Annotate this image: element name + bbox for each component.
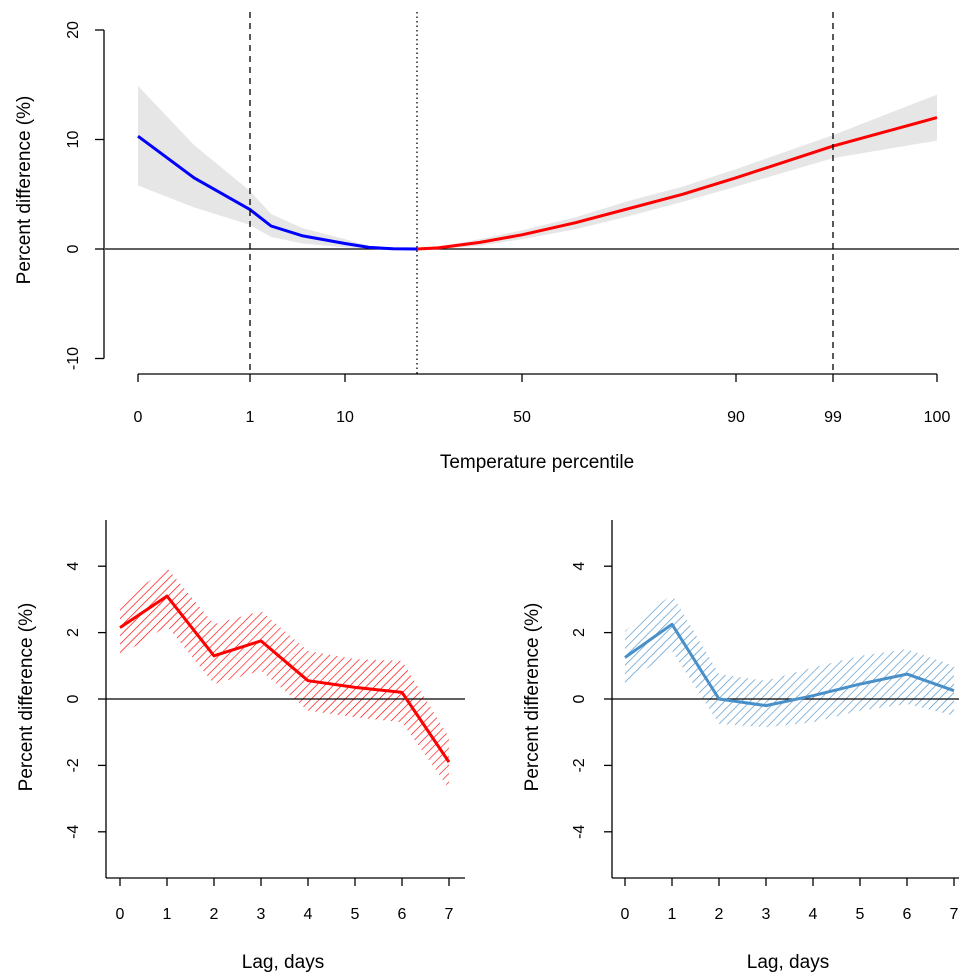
y-tick-label: -4	[571, 825, 588, 839]
y-tick-label: 10	[65, 131, 82, 149]
y-axis-title: Percent difference (%)	[16, 603, 37, 792]
lag-curve	[624, 622, 955, 708]
confidence-band-cold	[138, 85, 417, 249]
temperature-panel: -10 0 10 20 Percent difference (%) 0 1 10 50 90 99…	[14, 12, 959, 473]
y-axis-title: Percent difference (%)	[14, 96, 35, 285]
x-tick-label: 5	[856, 906, 865, 923]
x-axis-title: Lag, days	[747, 952, 829, 973]
lag-panel-cold: -4 -2 0 2 4 Percent difference (%) 0 1 2 3 4 5 6 7 Lag…	[522, 520, 959, 973]
y-tick-label: -4	[65, 825, 82, 839]
temperature-plot-area	[105, 85, 959, 251]
confidence-band-heat	[417, 94, 937, 249]
y-tick-label: 2	[571, 628, 588, 637]
x-tick-label: 50	[513, 409, 531, 426]
x-tick-label: 2	[715, 906, 724, 923]
y-tick-label: 4	[65, 562, 82, 571]
x-tick-label: 1	[163, 906, 172, 923]
x-tick-label: 2	[210, 906, 219, 923]
y-tick-label: 2	[65, 628, 82, 637]
x-tick-label: 1	[668, 906, 677, 923]
x-tick-label: 5	[351, 906, 360, 923]
confidence-band	[120, 567, 449, 789]
lag-panel-heat: -4 -2 0 2 4 Percent difference (%) 0 1 2 3 4 5 6 7 Lag…	[16, 520, 465, 973]
x-tick-label: 1	[246, 409, 255, 426]
x-tick-label: 0	[134, 409, 143, 426]
y-axis-title: Percent difference (%)	[522, 603, 543, 792]
x-tick-label: 6	[398, 906, 407, 923]
x-tick-label: 99	[824, 409, 842, 426]
y-tick-label: 0	[65, 244, 82, 253]
x-tick-label: 10	[336, 409, 354, 426]
lag-panel-heat-plot-area	[106, 567, 465, 789]
lag-panel-cold-plot-area	[612, 594, 959, 728]
y-tick-label: 0	[65, 694, 82, 703]
confidence-band	[625, 594, 954, 728]
x-tick-label: 0	[621, 906, 630, 923]
x-axis-title: Lag, days	[242, 952, 324, 973]
x-tick-label: 4	[809, 906, 818, 923]
x-tick-label: 4	[304, 906, 313, 923]
y-tick-label: -2	[65, 758, 82, 772]
x-tick-label: 6	[903, 906, 912, 923]
x-tick-label: 7	[950, 906, 959, 923]
x-tick-label: 100	[924, 409, 951, 426]
x-tick-label: 7	[445, 906, 454, 923]
x-axis-title: Temperature percentile	[440, 452, 634, 473]
y-tick-label: -10	[65, 347, 82, 370]
curve-cold	[137, 134, 418, 251]
y-tick-label: -2	[571, 758, 588, 772]
curve-heat	[416, 116, 938, 251]
y-tick-label: 0	[571, 694, 588, 703]
x-tick-label: 3	[257, 906, 266, 923]
x-tick-label: 3	[762, 906, 771, 923]
x-tick-label: 0	[116, 906, 125, 923]
x-tick-label: 90	[727, 409, 745, 426]
y-tick-label: 20	[65, 21, 82, 39]
lag-curve	[119, 594, 451, 763]
y-tick-label: 4	[571, 562, 588, 571]
